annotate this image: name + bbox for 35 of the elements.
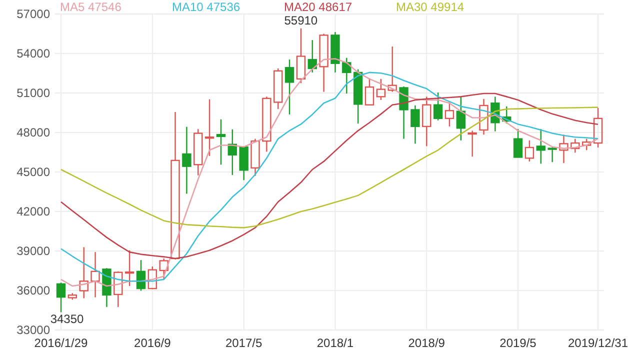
y-tick-label: 51000 <box>16 86 50 100</box>
text: MA30 49914 <box>396 0 464 14</box>
x-tick-label: 2016/9 <box>134 336 172 350</box>
x-tick-label: 2019/5 <box>500 336 537 350</box>
x-tick-label: 2018/9 <box>408 336 446 350</box>
x-tick-label: 2019/12/31 <box>568 336 628 350</box>
y-tick-label: 54000 <box>16 46 50 61</box>
x-tick-label: 2018/1 <box>316 336 354 350</box>
candlestick <box>456 96 466 141</box>
candlestick <box>262 96 272 152</box>
y-tick-label: 33000 <box>16 323 50 338</box>
candlestick <box>536 128 546 164</box>
candlestick <box>330 31 340 74</box>
y-tick-label: 39000 <box>16 244 50 258</box>
candlestick <box>410 104 420 144</box>
y-tick-label: 42000 <box>16 204 50 219</box>
y-tick-label: 48000 <box>16 126 50 140</box>
y-tick-label: 45000 <box>16 165 50 180</box>
candlestick <box>90 251 100 298</box>
x-tick-label: 2017/5 <box>225 336 262 350</box>
annotation: 55910 <box>284 13 318 28</box>
text: MA5 47546 <box>60 0 122 14</box>
text: MA10 47536 <box>172 0 240 14</box>
candlestick <box>182 126 192 194</box>
text: MA20 48617 <box>284 0 352 14</box>
y-tick-label: 36000 <box>16 284 50 298</box>
annotation: 34350 <box>50 312 84 326</box>
candlestick <box>559 134 568 164</box>
candlestick <box>216 118 226 166</box>
y-tick-label: 57000 <box>16 7 50 22</box>
candlestick <box>124 250 134 287</box>
candlestick <box>468 130 477 158</box>
candlestick <box>204 98 214 157</box>
candlestick <box>479 98 488 136</box>
x-tick-label: 2016/1/29 <box>34 336 88 350</box>
